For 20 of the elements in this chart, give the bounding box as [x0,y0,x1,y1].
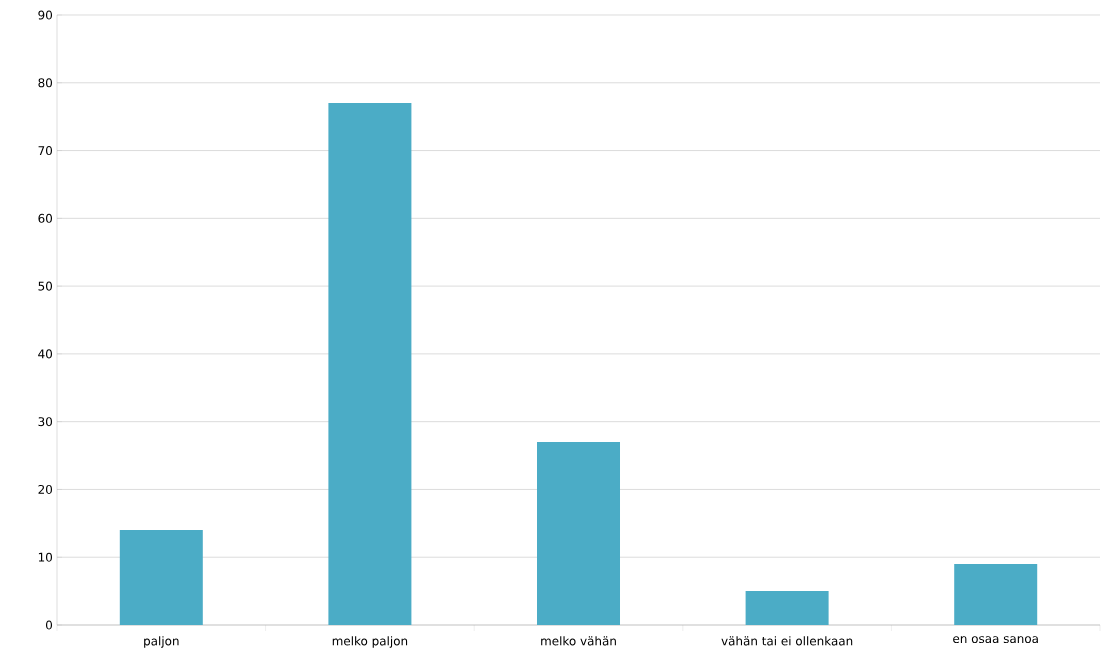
x-tick-label: paljon [144,636,179,648]
y-tick-label: 80 [38,78,53,88]
bar [119,530,203,625]
y-tick-label: 60 [38,213,53,223]
bar [537,442,620,625]
y-tick-label: 0 [45,620,53,630]
y-tick-label: 20 [38,484,53,494]
x-tick-label: vähän tai ei ollenkaan [721,636,853,646]
bar [745,591,829,625]
y-tick-label: 90 [38,10,53,20]
bar [954,564,1038,625]
y-tick-label: 50 [38,281,53,291]
y-tick-label: 40 [38,349,53,359]
y-tick-label: 30 [38,417,53,427]
y-tick-label: 70 [38,146,53,156]
x-tick-label: melko vähän [541,636,616,646]
x-tick-label: en osaa sanoa [953,636,1038,644]
x-tick-label: melko paljon [332,636,408,648]
bar [328,103,412,625]
y-tick-label: 10 [38,552,53,562]
